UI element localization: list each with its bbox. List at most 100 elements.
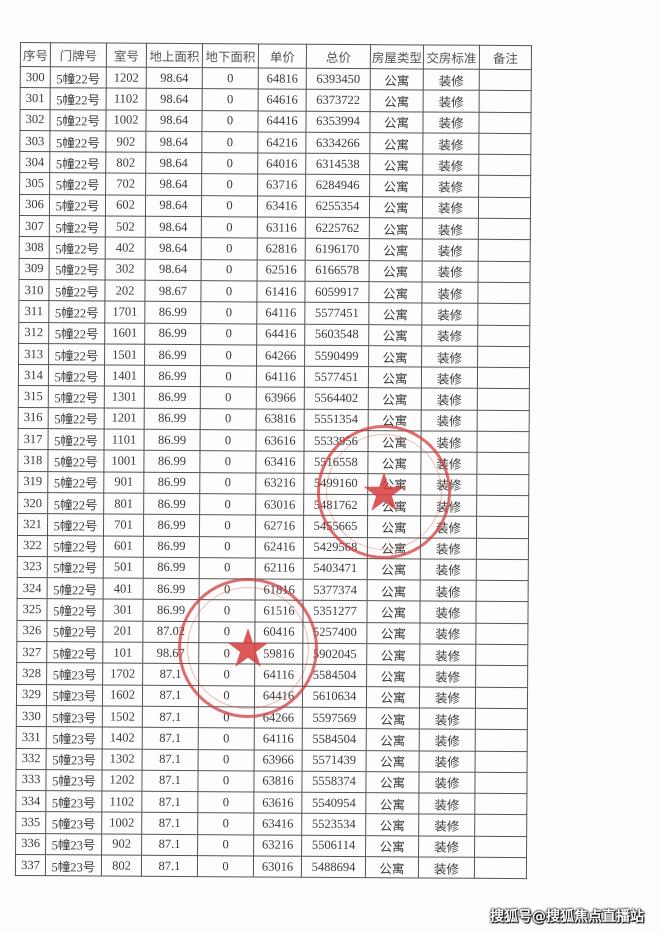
cell-unit-price: 63216: [253, 834, 302, 857]
cell-index: 322: [17, 535, 48, 557]
cell-door-number: 5幢23号: [46, 748, 103, 770]
cell-house-type: 公寓: [367, 579, 421, 602]
table-row: 323 5幢22号 501 86.99 0 62116 5403471 公寓 装修: [17, 556, 529, 581]
cell-door-number: 5幢22号: [48, 343, 105, 366]
cell-room-number: 1001: [103, 450, 145, 472]
cell-house-type: 公寓: [370, 89, 424, 112]
cell-index: 325: [16, 598, 48, 621]
cell-underground-area: 0: [200, 429, 257, 452]
cell-index: 317: [18, 428, 49, 451]
cell-unit-price: 63966: [254, 749, 303, 772]
header-row: 序号 门牌号 室号 地上面积 地下面积 单价 总价 房屋类型 交房标准 备注: [20, 42, 532, 70]
cell-unit-price: 63116: [257, 217, 306, 239]
cell-room-number: 401: [103, 578, 144, 600]
cell-unit-price: 61816: [255, 579, 304, 601]
cell-remarks: [477, 367, 530, 390]
cell-room-number: 1501: [104, 343, 145, 366]
cell-index: 319: [17, 471, 48, 493]
cell-remarks: [478, 260, 531, 283]
cell-unit-price: 63616: [253, 792, 302, 814]
cell-house-type: 公寓: [366, 728, 420, 751]
cell-room-number: 702: [105, 173, 146, 196]
cell-delivery-standard: 装修: [419, 665, 476, 687]
cell-index: 334: [15, 790, 46, 813]
cell-unit-price: 64116: [256, 302, 305, 324]
cell-total-price: 5551354: [304, 408, 369, 431]
cell-above-ground-area: 86.99: [143, 535, 200, 558]
cell-unit-price: 63016: [253, 855, 302, 878]
cell-remarks: [478, 197, 531, 219]
cell-remarks: [474, 793, 527, 816]
table-row: 329 5幢23号 1602 87.1 0 64416 5610634 公寓 装修: [16, 684, 528, 709]
cell-remarks: [476, 537, 529, 560]
cell-total-price: 5403471: [303, 558, 368, 580]
table-row: 309 5幢22号 302 98.64 0 62516 6166578 公寓 装修: [19, 258, 531, 283]
cell-house-type: 公寓: [369, 132, 423, 155]
cell-underground-area: 0: [198, 642, 255, 665]
cell-index: 328: [16, 662, 47, 685]
cell-unit-price: 59816: [254, 642, 303, 665]
cell-unit-price: 60416: [254, 621, 303, 644]
cell-index: 313: [18, 343, 49, 365]
header-total-price: 总价: [306, 44, 371, 69]
cell-total-price: 6284946: [305, 174, 370, 197]
cell-delivery-standard: 装修: [423, 90, 480, 112]
cell-total-price: 5351277: [302, 600, 368, 623]
cell-remarks: [478, 239, 531, 262]
cell-delivery-standard: 装修: [421, 324, 478, 347]
cell-total-price: 5571439: [302, 749, 367, 772]
cell-underground-area: 0: [197, 812, 254, 835]
cell-total-price: 5577451: [304, 302, 369, 325]
cell-underground-area: 0: [198, 600, 256, 622]
cell-above-ground-area: 98.67: [144, 280, 202, 302]
cell-total-price: 6353994: [305, 110, 371, 133]
cell-underground-area: 0: [201, 259, 258, 281]
cell-room-number: 302: [105, 258, 146, 281]
cell-underground-area: 0: [199, 493, 256, 516]
cell-delivery-standard: 装修: [422, 132, 479, 155]
cell-remarks: [476, 495, 529, 517]
cell-above-ground-area: 98.64: [146, 88, 203, 111]
cell-total-price: 5377374: [303, 579, 368, 602]
cell-door-number: 5幢22号: [47, 513, 104, 536]
cell-above-ground-area: 87.1: [142, 684, 199, 707]
table-row: 331 5幢23号 1402 87.1 0 64116 5584504 公寓 装修: [16, 726, 528, 752]
cell-above-ground-area: 98.64: [145, 109, 203, 132]
cell-index: 305: [19, 172, 50, 195]
cell-door-number: 5幢22号: [46, 620, 103, 643]
cell-delivery-standard: 装修: [419, 729, 476, 751]
cell-room-number: 602: [105, 194, 146, 217]
cell-room-number: 502: [105, 216, 146, 238]
cell-house-type: 公寓: [369, 196, 423, 219]
cell-index: 316: [18, 407, 49, 429]
cell-door-number: 5幢22号: [47, 535, 104, 557]
cell-door-number: 5幢23号: [46, 726, 103, 749]
cell-room-number: 1701: [104, 301, 145, 323]
cell-door-number: 5幢22号: [49, 237, 106, 259]
cell-door-number: 5幢22号: [49, 173, 106, 195]
cell-delivery-standard: 装修: [419, 643, 476, 666]
header-index: 序号: [20, 42, 51, 67]
cell-above-ground-area: 87.1: [141, 770, 199, 792]
cell-underground-area: 0: [199, 557, 256, 580]
cell-house-type: 公寓: [368, 302, 422, 325]
cell-house-type: 公寓: [367, 515, 421, 538]
cell-unit-price: 64116: [254, 664, 303, 686]
cell-underground-area: 0: [200, 365, 257, 388]
cell-door-number: 5幢22号: [47, 450, 105, 472]
cell-total-price: 5506114: [301, 834, 366, 857]
cell-delivery-standard: 装修: [420, 580, 477, 602]
cell-index: 318: [17, 449, 49, 472]
cell-index: 312: [18, 322, 49, 344]
table-row: 321 5幢22号 701 86.99 0 62716 5455665 公寓 装修: [17, 513, 529, 539]
cell-unit-price: 64816: [258, 67, 307, 90]
cell-index: 311: [18, 300, 49, 323]
cell-above-ground-area: 98.64: [145, 195, 202, 217]
table-row: 324 5幢22号 401 86.99 0 61816 5377374 公寓 装修: [17, 577, 529, 603]
cell-remarks: [479, 69, 532, 91]
cell-underground-area: 0: [202, 88, 259, 111]
cell-total-price: 6225762: [305, 217, 370, 240]
cell-underground-area: 0: [201, 131, 258, 154]
cell-unit-price: 61516: [254, 600, 304, 622]
table-row: 317 5幢22号 1101 86.99 0 63616 5533956 公寓 装修: [18, 428, 530, 453]
